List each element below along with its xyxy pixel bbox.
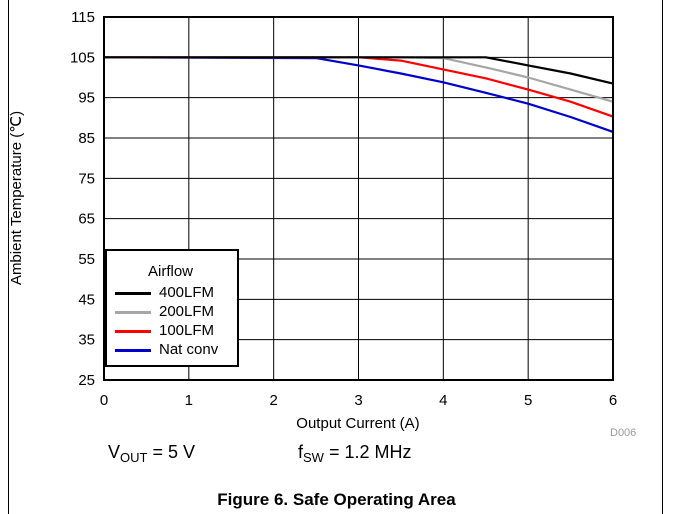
- vout-condition: VOUT = 5 V: [108, 442, 195, 465]
- legend: Airflow 400LFM 200LFM 100LFM Nat conv: [105, 249, 239, 367]
- fsw-condition: fSW = 1.2 MHz: [298, 442, 412, 465]
- x-axis-label: Output Current (A): [296, 415, 419, 432]
- y-tick-label: 65: [78, 211, 95, 228]
- x-tick-label: 5: [524, 392, 532, 409]
- frame-left-border: [8, 0, 9, 514]
- frame-right-border: [662, 0, 663, 514]
- y-tick-label: 45: [78, 291, 95, 308]
- x-tick-label: 2: [269, 392, 277, 409]
- legend-label: 400LFM: [159, 284, 215, 301]
- y-tick-label: 85: [78, 130, 95, 147]
- legend-title: Airflow: [148, 263, 194, 280]
- series-line-nat-conv: [103, 56, 614, 133]
- y-tick-label: 35: [78, 332, 95, 349]
- x-tick-label: 3: [354, 392, 362, 409]
- legend-swatch: [115, 292, 151, 295]
- legend-item: 200LFM: [115, 303, 237, 321]
- x-tick-label: 4: [439, 392, 447, 409]
- y-tick-label: 75: [78, 170, 95, 187]
- x-tick-label: 0: [100, 392, 108, 409]
- fsw-symbol: f: [298, 442, 304, 462]
- fsw-value: = 1.2 MHz: [323, 442, 412, 462]
- y-tick-label: 95: [78, 90, 95, 107]
- y-tick-label: 105: [70, 49, 95, 66]
- legend-item: 100LFM: [115, 322, 237, 340]
- y-axis-label: Ambient Temperature (℃): [8, 111, 25, 285]
- series-line-400lfm: [104, 56, 614, 85]
- x-tick-label: 6: [609, 392, 617, 409]
- plot-area-border: [103, 16, 614, 381]
- vout-value: = 5 V: [147, 442, 195, 462]
- vout-symbol: V: [108, 442, 121, 462]
- y-tick-label: 115: [71, 9, 95, 26]
- figure-caption: Figure 6. Safe Operating Area: [217, 490, 456, 509]
- y-tick-label: 25: [78, 372, 95, 389]
- vout-subscript: OUT: [120, 450, 148, 465]
- y-tick-label: 55: [78, 251, 95, 268]
- x-tick-label: 1: [185, 392, 193, 409]
- legend-item: Nat conv: [115, 341, 237, 359]
- figure-code: D006: [610, 427, 637, 439]
- legend-swatch: [115, 311, 151, 314]
- legend-label: 200LFM: [159, 303, 215, 320]
- legend-label: Nat conv: [159, 341, 219, 358]
- fsw-subscript: SW: [303, 450, 324, 465]
- legend-swatch: [115, 330, 151, 333]
- legend-item: 400LFM: [115, 284, 237, 302]
- legend-label: 100LFM: [159, 322, 215, 339]
- legend-swatch: [115, 349, 151, 352]
